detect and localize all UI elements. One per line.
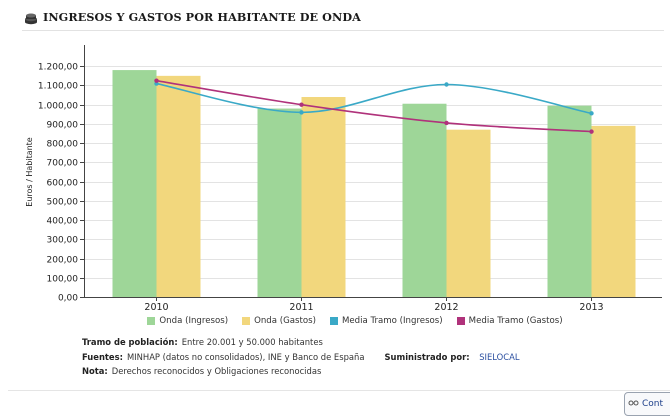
y-tick-label: 200,00 <box>47 256 79 266</box>
legend-item-media-ingresos[interactable]: Media Tramo (Ingresos) <box>329 316 443 326</box>
y-axis-title: Euros / Habitante <box>25 137 34 207</box>
population-value: Entre 20.001 y 50.000 habitantes <box>181 337 323 347</box>
point-media-tramo-gastos-2011 <box>299 102 304 107</box>
coins-icon <box>24 10 38 25</box>
y-tick-label: 700,00 <box>47 159 79 169</box>
sielocal-link[interactable]: SIELOCAL <box>479 351 520 362</box>
y-tick-label: 1.200,00 <box>38 63 78 73</box>
legend-swatch <box>456 317 465 325</box>
population-label: Tramo de población: <box>82 337 178 347</box>
bar-onda-ingresos-2011 <box>257 108 302 298</box>
legend-item-onda-ingresos[interactable]: Onda (Ingresos) <box>147 316 228 326</box>
line-media-tramo-gastos <box>156 79 592 133</box>
y-tick-label: 300,00 <box>47 236 79 246</box>
y-tick-label: 0,00 <box>58 294 78 304</box>
y-tick-label: 1.100,00 <box>38 82 78 92</box>
point-media-tramo-gastos-2012 <box>444 120 449 126</box>
x-tick-label: 2011 <box>289 302 313 312</box>
point-media-tramo-ingresos-2012 <box>444 82 449 87</box>
bar-onda-ingresos-2010 <box>112 70 157 297</box>
y-tick-label: 900,00 <box>47 121 79 131</box>
legend-label: Onda (Gastos) <box>254 316 316 326</box>
y-tick-label: 800,00 <box>47 140 79 150</box>
chart-notes: Tramo de población: Entre 20.001 y 50.00… <box>82 335 520 379</box>
chart-legend: Onda (Ingresos) Onda (Gastos) Media Tram… <box>0 316 670 326</box>
legend-item-media-gastos[interactable]: Media Tramo (Gastos) <box>456 316 563 326</box>
y-tick-label: 100,00 <box>47 275 79 285</box>
share-label: Cont <box>642 399 664 409</box>
chart-title: INGRESOS Y GASTOS POR HABITANTE DE ONDA <box>43 10 361 24</box>
legend-label: Media Tramo (Ingresos) <box>341 316 443 326</box>
supplied-label: Suministrado por: <box>384 351 470 362</box>
note-value: Derechos reconocidos y Obligaciones reco… <box>111 366 322 377</box>
sources-note: Fuentes: MINHAP (datos no consolidados),… <box>82 350 520 365</box>
footer-divider <box>8 390 670 391</box>
y-tick-label: 1.000,00 <box>38 102 78 112</box>
sources-value: MINHAP (datos no consolidados), INE y Ba… <box>126 351 365 362</box>
point-media-tramo-gastos-2010 <box>154 78 159 83</box>
note-row: Nota: Derechos reconocidos y Obligacione… <box>82 364 520 379</box>
bars-layer <box>112 70 636 298</box>
header-divider <box>22 30 664 31</box>
bar-onda-gastos-2013 <box>591 125 636 297</box>
share-icon <box>628 398 640 411</box>
supplied-by: Suministrado por: SIELOCAL <box>384 350 519 365</box>
bar-onda-ingresos-2013 <box>547 105 592 298</box>
x-tick-label: 2012 <box>434 302 458 312</box>
axes-layer: 0,00 100,00 200,00 300,00 400,00 500,00 600,00… <box>25 45 662 312</box>
y-tick-label: 500,00 <box>47 198 79 208</box>
bar-onda-gastos-2011 <box>301 97 346 297</box>
point-media-tramo-gastos-2013 <box>589 129 594 134</box>
chart-area: 0,00 100,00 200,00 300,00 400,00 500,00 600,00… <box>25 45 662 312</box>
bar-onda-gastos-2012 <box>446 129 491 297</box>
population-note: Tramo de población: Entre 20.001 y 50.00… <box>82 335 520 350</box>
bar-onda-gastos-2010 <box>156 75 201 297</box>
bar-onda-ingresos-2012 <box>402 103 447 297</box>
legend-item-onda-gastos[interactable]: Onda (Gastos) <box>242 316 316 326</box>
sources-label: Fuentes: <box>82 351 123 362</box>
legend-swatch <box>329 317 338 325</box>
legend-swatch <box>147 317 156 325</box>
point-media-tramo-ingresos-2011 <box>299 110 304 115</box>
chart-header: INGRESOS Y GASTOS POR HABITANTE DE ONDA <box>24 8 361 26</box>
point-media-tramo-ingresos-2013 <box>589 111 594 116</box>
legend-label: Onda (Ingresos) <box>159 316 229 326</box>
legend-swatch <box>242 317 251 325</box>
note-label: Nota: <box>82 366 108 377</box>
share-button[interactable]: Cont <box>624 392 670 416</box>
legend-label: Media Tramo (Gastos) <box>468 316 563 326</box>
x-tick-label: 2013 <box>579 302 603 312</box>
lines-layer <box>154 78 594 134</box>
y-tick-label: 400,00 <box>47 217 79 227</box>
line-media-tramo-ingresos <box>156 82 592 115</box>
y-tick-label: 600,00 <box>47 179 79 189</box>
x-tick-label: 2010 <box>144 302 168 312</box>
